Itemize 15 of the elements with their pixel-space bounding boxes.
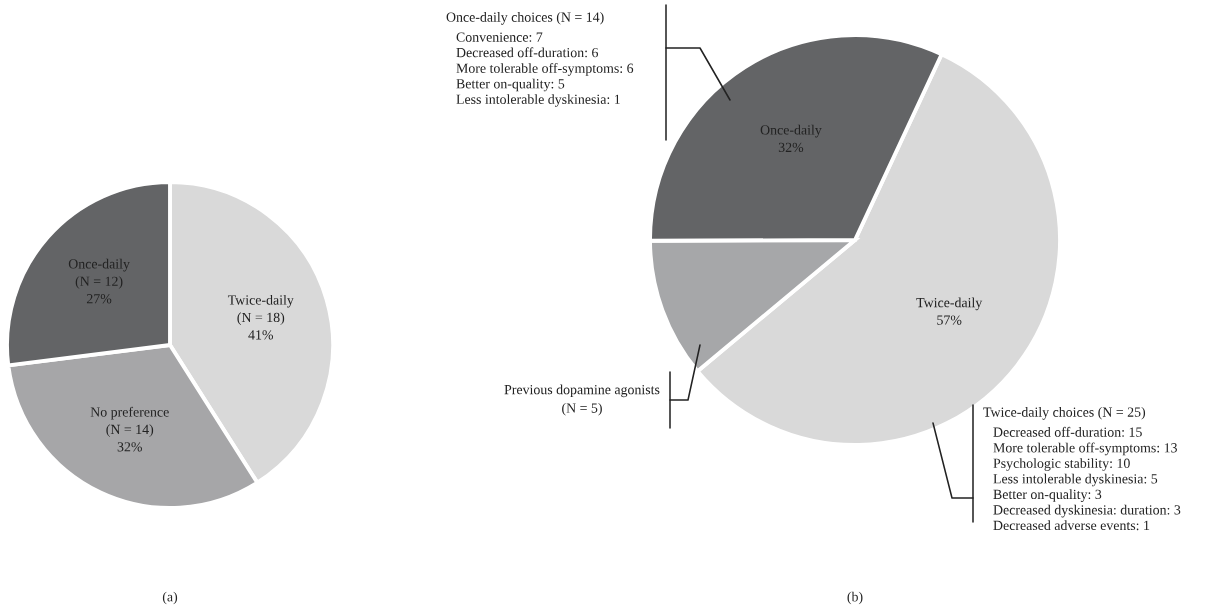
text: (a) — [162, 591, 178, 605]
data-label: 32% — [778, 142, 804, 153]
slice-label: Once-daily — [760, 124, 822, 138]
slice-label: Once-daily (N = 12) — [68, 258, 130, 289]
text: Once-daily choices (N = 14) Convenience: 7 Decreased off-duration: 6 More tolerable off-symptoms: 6 Better on-quality: 5 Less intolerable dyskinesia: 1 — [446, 12, 634, 107]
slice-label: Twice-daily — [916, 297, 983, 311]
slice-label: No preference (N = 14) — [90, 406, 169, 437]
slice-label: Previous dopamine agonists (N = 5) — [504, 384, 660, 416]
data-label: 32% — [117, 442, 142, 452]
data-label: 57% — [937, 315, 962, 325]
data-label: 27% — [86, 294, 112, 304]
text: (b) — [847, 591, 863, 605]
slice-label: Twice-daily (N = 18) — [227, 294, 294, 325]
text: Twice-daily choices (N = 25) Decreased off-duration: 15 More tolerable off-symptoms: 13 Psychologic stability: 10 Less intolerable dyskinesia: 5 Better on-quality: 3 Decreased dyskinesia: duration: 3 Decreased adverse events: 1 — [983, 407, 1181, 531]
data-label: 41% — [248, 330, 274, 340]
